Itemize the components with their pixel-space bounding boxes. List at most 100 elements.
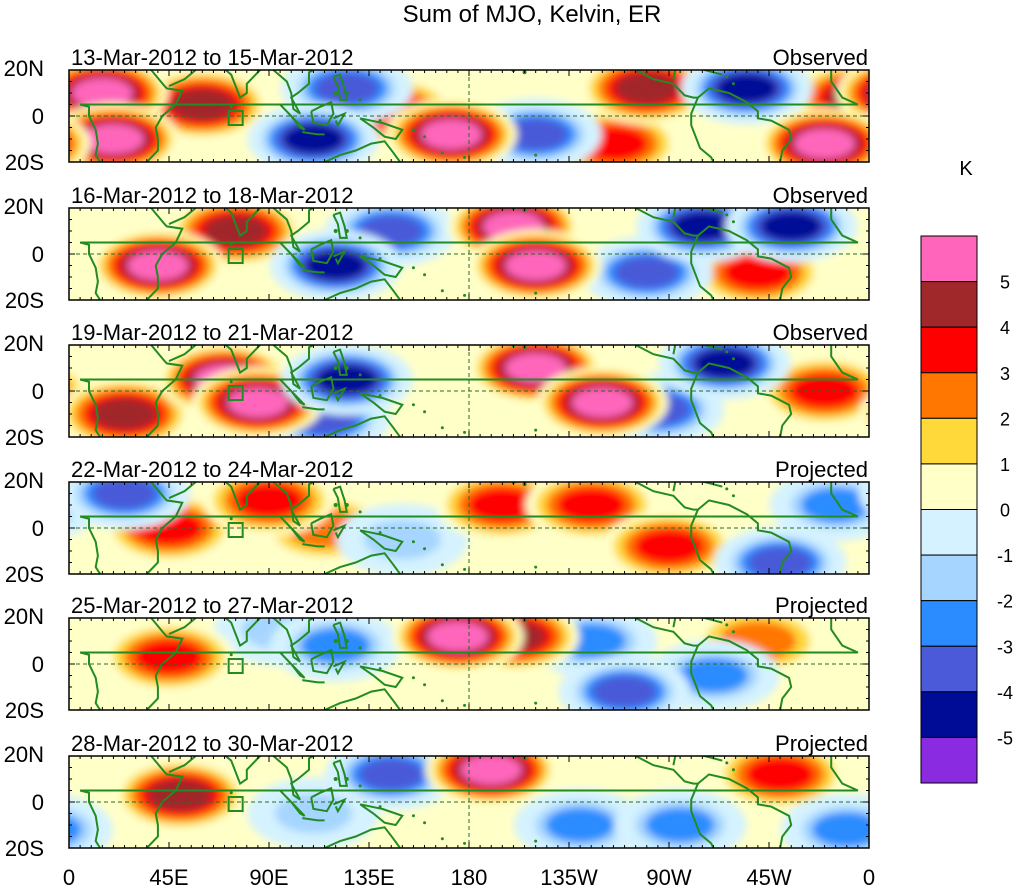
colorbar-label: -4 bbox=[997, 683, 1013, 703]
coastline bbox=[699, 70, 723, 76]
colorbar-label: -1 bbox=[997, 546, 1013, 566]
coastline bbox=[79, 756, 859, 848]
coastline bbox=[272, 70, 316, 115]
coastline bbox=[79, 482, 859, 574]
anomaly-contour bbox=[978, 200, 1015, 262]
island bbox=[411, 403, 415, 407]
anomaly-contour bbox=[634, 528, 704, 564]
island bbox=[344, 366, 349, 370]
anomaly-contour bbox=[545, 807, 615, 843]
coastline bbox=[697, 773, 793, 848]
anomaly-contour bbox=[987, 205, 1015, 257]
coastline bbox=[302, 679, 325, 684]
anomaly-contour bbox=[953, 79, 1015, 131]
colorbar-swatch bbox=[920, 600, 978, 647]
island bbox=[440, 151, 444, 155]
latitude-label: 20N bbox=[4, 468, 44, 493]
coastline bbox=[359, 117, 404, 141]
coastline bbox=[272, 618, 316, 663]
region-box bbox=[227, 522, 244, 538]
anomaly-contour bbox=[203, 215, 268, 247]
coastline bbox=[699, 482, 723, 488]
ticks bbox=[68, 207, 870, 301]
coastline bbox=[146, 70, 184, 162]
region-box bbox=[227, 248, 244, 264]
latitude-label: 0 bbox=[32, 652, 44, 677]
coastline bbox=[272, 756, 316, 801]
anomaly-contour bbox=[872, 78, 933, 108]
island bbox=[358, 646, 362, 650]
latitude-label: 20S bbox=[5, 288, 44, 313]
colorbar-swatch bbox=[920, 235, 978, 283]
colorbar-swatch bbox=[920, 326, 978, 374]
panel-group: 20N 0 20S 13-Mar-2012 to 15-Mar-2012 Observe… bbox=[0, 45, 1015, 861]
coastline bbox=[332, 73, 349, 101]
colorbar-swatch bbox=[920, 736, 978, 784]
ticks bbox=[68, 617, 870, 711]
colorbar-label: 2 bbox=[1000, 409, 1010, 429]
anomaly-contour bbox=[71, 77, 133, 109]
anomaly-contour bbox=[359, 758, 424, 791]
island bbox=[344, 91, 349, 95]
island bbox=[378, 667, 382, 671]
anomaly-contour bbox=[671, 211, 733, 242]
island bbox=[229, 380, 233, 384]
panel-date-range: 22-Mar-2012 to 24-Mar-2012 bbox=[71, 457, 353, 482]
island bbox=[333, 91, 338, 95]
island bbox=[229, 517, 233, 521]
coastline bbox=[279, 241, 306, 269]
island bbox=[411, 128, 415, 132]
anomaly-contour bbox=[945, 74, 1015, 136]
anomaly-contour bbox=[723, 254, 793, 290]
anomaly-contour bbox=[0, 374, 59, 409]
panel-date-range: 13-Mar-2012 to 15-Mar-2012 bbox=[71, 45, 353, 70]
colorbar-label: 3 bbox=[1000, 364, 1010, 384]
island bbox=[440, 426, 444, 430]
coastline bbox=[302, 269, 325, 274]
island bbox=[440, 699, 444, 703]
coastline bbox=[672, 618, 677, 628]
island bbox=[725, 487, 729, 491]
coastline bbox=[324, 688, 401, 710]
map-panel: 20N 0 20S 19-Mar-2012 to 21-Mar-2012 Observe… bbox=[0, 320, 870, 450]
coastline bbox=[279, 515, 306, 543]
island bbox=[731, 630, 735, 634]
anomaly-contour bbox=[505, 250, 567, 281]
anomaly-contour bbox=[948, 779, 1012, 811]
anomaly-contour bbox=[1004, 215, 1015, 247]
coastline bbox=[332, 211, 349, 239]
panel-date-range: 19-Mar-2012 to 21-Mar-2012 bbox=[71, 320, 353, 345]
colorbar-swatch bbox=[920, 281, 978, 328]
coastline bbox=[699, 345, 723, 351]
island bbox=[725, 75, 729, 79]
island bbox=[731, 768, 735, 772]
island bbox=[440, 289, 444, 293]
coastline bbox=[359, 255, 404, 279]
anomaly-contour bbox=[854, 118, 869, 160]
coastline bbox=[310, 648, 335, 675]
coastline bbox=[332, 759, 349, 787]
latitude-label: 20S bbox=[5, 836, 44, 861]
island bbox=[534, 701, 538, 705]
coastline bbox=[146, 345, 184, 437]
anomaly-contour bbox=[789, 373, 860, 409]
anomaly-field bbox=[69, 70, 1015, 162]
island bbox=[423, 683, 427, 687]
island bbox=[333, 366, 338, 370]
anomaly-contour bbox=[505, 352, 567, 384]
coastline bbox=[324, 415, 401, 437]
island bbox=[333, 503, 338, 507]
region-box bbox=[227, 385, 244, 401]
map-panel: 20N 0 20S 28-Mar-2012 to 30-Mar-2012 Project… bbox=[4, 731, 1012, 861]
island bbox=[378, 531, 382, 535]
anomaly-contour bbox=[760, 211, 822, 242]
island bbox=[423, 273, 427, 277]
panel-date-range: 28-Mar-2012 to 30-Mar-2012 bbox=[71, 731, 353, 756]
region-box bbox=[227, 658, 244, 674]
anomaly-contour bbox=[127, 250, 189, 281]
anomaly-contour bbox=[503, 118, 568, 151]
coastline bbox=[697, 635, 793, 710]
island bbox=[344, 229, 349, 233]
anomaly-contour bbox=[69, 816, 82, 843]
island bbox=[440, 837, 444, 841]
